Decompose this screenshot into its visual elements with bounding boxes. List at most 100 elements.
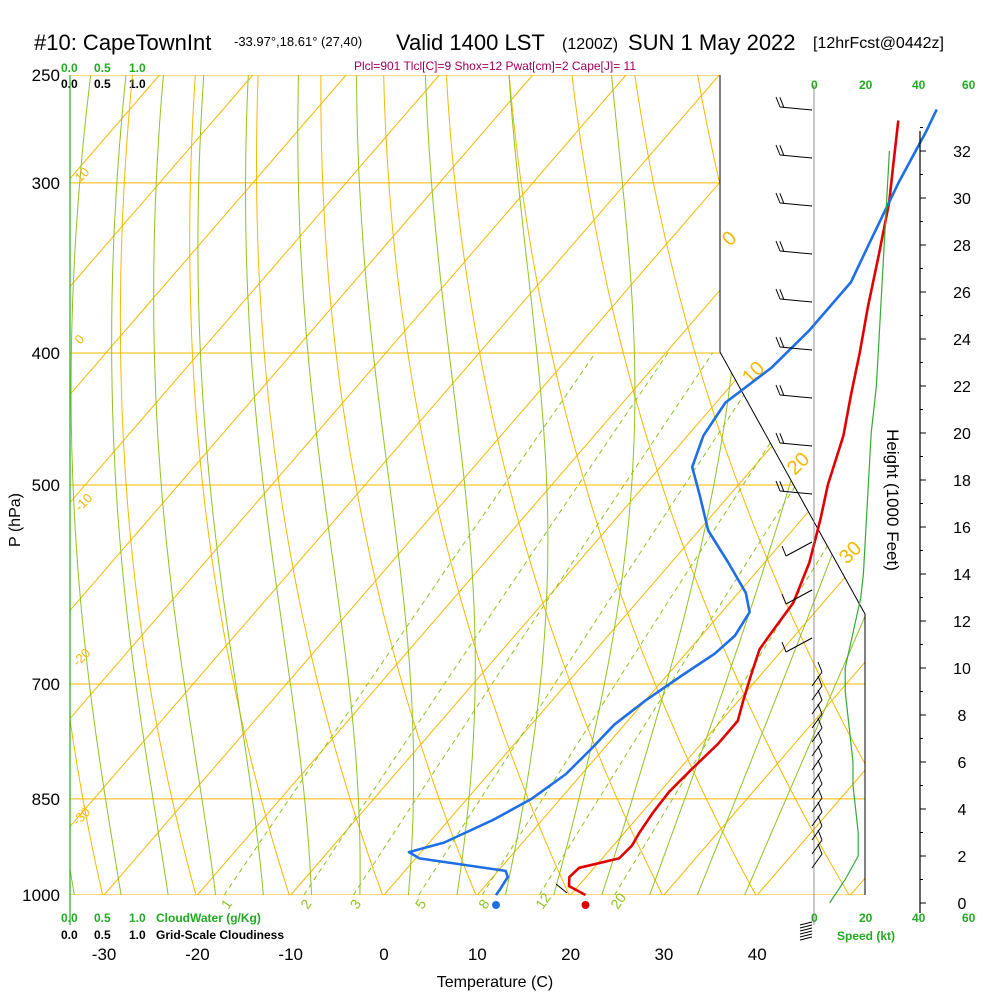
cl-tick-2: 1.0 (129, 77, 146, 91)
wind-barb-staff (811, 825, 823, 841)
bot-speed-tick-0: 0 (811, 911, 818, 925)
wind-barb (811, 815, 823, 841)
wind-barb-staff (779, 154, 813, 159)
wind-barb-flag (775, 336, 781, 348)
temperature-tick-label: 0 (379, 945, 388, 964)
wind-barb (811, 717, 823, 743)
wind-barb (775, 192, 813, 207)
cloudwater-label: CloudWater (g/Kg) (156, 911, 261, 925)
wind-barb (775, 480, 813, 495)
mixing-ratio-label: 3 (347, 896, 365, 912)
mixing-ratio-label: 5 (412, 896, 430, 912)
wind-barb-staff (811, 769, 823, 785)
isotherm-line (70, 75, 627, 895)
wind-barb-flag (775, 384, 781, 396)
cw-tick-0: 0.0 (61, 61, 78, 75)
bot-speed-tick-1: 20 (859, 911, 873, 925)
wind-barb-flag (817, 689, 823, 701)
wind-speed-line (829, 150, 890, 904)
temperature-tick-label: 40 (748, 945, 767, 964)
bcw-tick-1: 0.5 (94, 911, 111, 925)
wind-barb (775, 144, 813, 159)
mixing-ratio-line (614, 352, 865, 895)
height-tick-label: 32 (953, 144, 971, 161)
valid-label: Valid 1400 LST (396, 30, 545, 55)
moist-adiabat (638, 75, 865, 895)
wind-barb-staff (785, 589, 813, 605)
surface-dewpoint-point (492, 901, 500, 909)
height-tick-label: 2 (958, 849, 967, 866)
wind-barb (811, 843, 823, 869)
top-speed-tick-2: 40 (912, 78, 926, 92)
coords-label: -33.97°,18.61° (27,40) (234, 34, 362, 49)
wind-barb (775, 432, 813, 447)
height-tick-label: 12 (953, 614, 971, 631)
wind-barb-flag (817, 703, 823, 715)
isotherm-label: 30 (835, 537, 866, 568)
wind-barb-flag (775, 288, 781, 300)
wind-barb-flag (779, 433, 785, 444)
height-tick-label: 4 (958, 802, 967, 819)
height-tick-label: 0 (958, 896, 967, 913)
wind-barb-flag (775, 432, 781, 444)
isotherm-line (70, 75, 720, 895)
indices-label: Plcl=901 Tlcl[C]=9 Shox=12 Pwat[cm]=2 Ca… (354, 59, 636, 73)
wind-barb (811, 787, 823, 813)
wind-barb-staff (779, 490, 813, 495)
y2-axis-title: Height (1000 Feet) (883, 429, 902, 571)
x-axis-title: Temperature (C) (437, 974, 553, 991)
wind-barb-surface (799, 924, 813, 929)
temperature-tick-label: 10 (468, 945, 487, 964)
wind-barb-surface (799, 930, 813, 935)
mixing-ratio-line (223, 352, 596, 895)
moist-adiabat (111, 75, 173, 895)
temperature-tick-label: 20 (561, 945, 580, 964)
wind-barb-staff (779, 298, 813, 303)
top-speed-tick-1: 20 (859, 78, 873, 92)
bot-speed-tick-3: 60 (962, 911, 976, 925)
station-label: #10: CapeTownInt (34, 30, 211, 55)
pressure-tick-label: 300 (32, 174, 60, 193)
top-cloudwater-scale: 0.0 0.5 1.0 0.0 0.5 1.0 (61, 61, 146, 91)
wind-barb-flag (817, 801, 823, 813)
isotherm-label: 10 (72, 164, 93, 185)
pressure-tick-label: 500 (32, 476, 60, 495)
wind-barb (775, 240, 813, 255)
height-tick-label: 16 (953, 520, 971, 537)
dry-adiabat (119, 75, 205, 895)
wind-barb-flag (817, 717, 823, 729)
wind-barb-staff (811, 713, 823, 729)
wind-barb-staff (811, 839, 823, 855)
height-tick-label: 28 (953, 238, 971, 255)
moist-adiabat (685, 75, 865, 895)
mixing-ratio-label: 8 (475, 896, 493, 912)
wind-barb-flag (817, 843, 823, 855)
mixing-ratio-line (538, 352, 865, 895)
bcl-tick-0: 0.0 (61, 928, 78, 942)
wind-barb-flag (779, 193, 785, 204)
mixing-ratio-label: 20 (607, 890, 629, 912)
height-tick-label: 10 (953, 661, 971, 678)
height-tick-label: 22 (953, 379, 971, 396)
pressure-tick-label: 850 (32, 790, 60, 809)
dry-adiabat (189, 75, 300, 895)
mixing-ratio-label: 1 (218, 896, 236, 912)
bot-speed-tick-2: 40 (912, 911, 926, 925)
wind-barb-flag (817, 787, 823, 799)
wind-barb (811, 829, 823, 855)
dry-adiabat (255, 75, 394, 895)
temperature-tick-label: -10 (278, 945, 303, 964)
dry-adiabat (320, 75, 489, 895)
wind-barb (811, 759, 823, 785)
isotherm-label: -10 (72, 490, 96, 514)
cw-tick-2: 1.0 (129, 61, 146, 75)
zulu-label: (1200Z) (562, 36, 618, 53)
isotherm-line (290, 75, 865, 895)
wind-barb-flag (775, 480, 781, 492)
wind-barb (811, 731, 823, 757)
wind-barb-surface (799, 936, 813, 941)
height-tick-label: 8 (958, 708, 967, 725)
moist-adiabat (545, 75, 636, 895)
wind-barb-flag (779, 241, 785, 252)
